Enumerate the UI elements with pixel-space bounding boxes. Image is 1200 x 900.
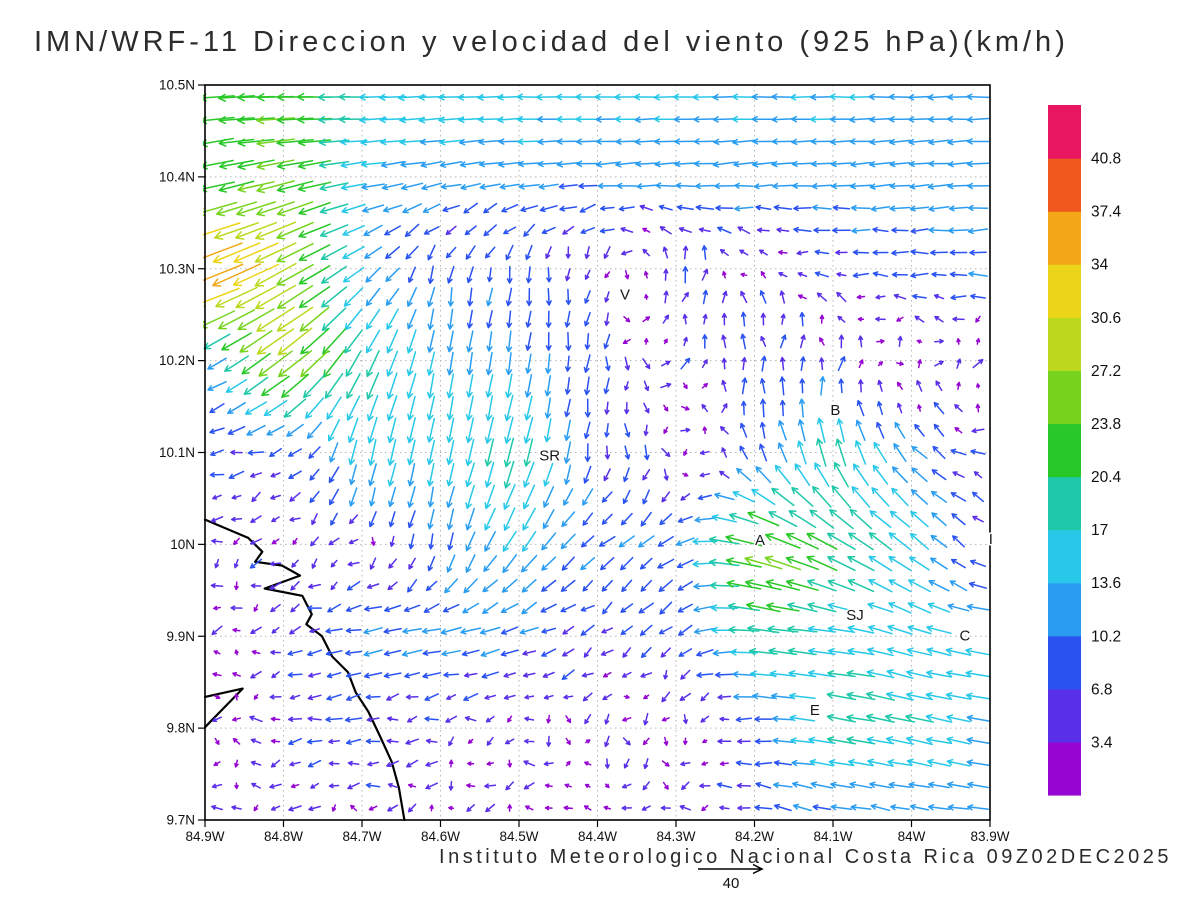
colorbar: 3.4 6.8 10.2 13.6 17 20.4 23.8 27.2 30.6 34 37.4 40… [1048,105,1122,796]
lat-tick-label: 10.3N [159,261,195,276]
lat-tick-label: 10.5N [159,78,195,93]
colorbar-tick-label: 10.2 [1091,628,1121,645]
lat-tick-label: 10N [170,537,195,552]
colorbar-segment [1048,317,1081,371]
lat-tick-label: 9.9N [166,629,195,644]
lon-tick-label: 84.4W [578,829,617,844]
colorbar-segment [1048,423,1081,478]
colorbar-segment [1048,211,1081,265]
colorbar-segment [1048,476,1081,531]
lon-tick-label: 84.8W [264,829,303,844]
wind-arrows [203,92,991,813]
colorbar-segment [1048,688,1081,743]
station-label: B [830,402,840,419]
station-label: SR [539,447,560,464]
colorbar-segment [1048,158,1081,212]
colorbar-segment [1048,105,1081,159]
lon-tick-label: 84.6W [421,829,460,844]
lat-tick-label: 9.7N [166,813,195,828]
coastline [203,518,406,822]
lon-tick-label: 84.2W [735,829,774,844]
station-label: E [810,702,820,719]
reference-vector-label: 40 [723,875,740,892]
colorbar-tick-label: 30.6 [1091,310,1121,327]
colorbar-tick-label: 13.6 [1091,575,1121,592]
colorbar-tick-label: 27.2 [1091,363,1121,380]
colorbar-tick-label: 23.8 [1091,416,1121,433]
lon-tick-label: 84.3W [656,829,695,844]
chart-caption: Instituto Meteorologico Nacional Costa R… [439,846,1172,868]
station-label: SJ [846,607,864,624]
station-labels: V SR B A SJ C E I [538,285,995,720]
reference-vector: 40 [698,863,764,892]
station-label: A [755,532,765,549]
colorbar-tick-label: 3.4 [1091,734,1113,751]
lon-tick-label: 84.1W [813,829,852,844]
colorbar-tick-label: 37.4 [1091,204,1122,221]
lon-tick-label: 84W [898,829,926,844]
station-label: V [620,286,630,303]
lat-tick-label: 10.4N [159,169,195,184]
colorbar-segment [1048,741,1081,796]
lat-tick-label: 10.2N [159,353,195,368]
colorbar-segment [1048,582,1081,637]
lon-tick-label: 84.9W [185,829,224,844]
colorbar-segment [1048,635,1081,690]
colorbar-tick-label: 40.8 [1091,151,1121,168]
axes: 84.9W 84.8W 84.7W 84.6W 84.5W 84.4W 84.3W 84.2W… [159,78,1010,845]
colorbar-tick-label: 17 [1091,522,1108,539]
colorbar-tick-label: 20.4 [1091,469,1122,486]
colorbar-segment [1048,529,1081,584]
lat-tick-label: 9.8N [166,721,195,736]
lon-tick-label: 84.5W [499,829,538,844]
lon-tick-label: 83.9W [970,829,1009,844]
colorbar-tick-label: 6.8 [1091,681,1113,698]
colorbar-segment [1048,264,1081,318]
colorbar-segment [1048,370,1081,425]
lat-tick-label: 10.1N [159,445,195,460]
colorbar-tick-label: 34 [1091,257,1109,274]
station-label: C [959,627,970,644]
lon-tick-label: 84.7W [342,829,381,844]
grid-lines [204,84,991,821]
chart-title: IMN/WRF-11 Direccion y velocidad del vie… [34,26,1069,58]
station-label: I [989,531,993,548]
